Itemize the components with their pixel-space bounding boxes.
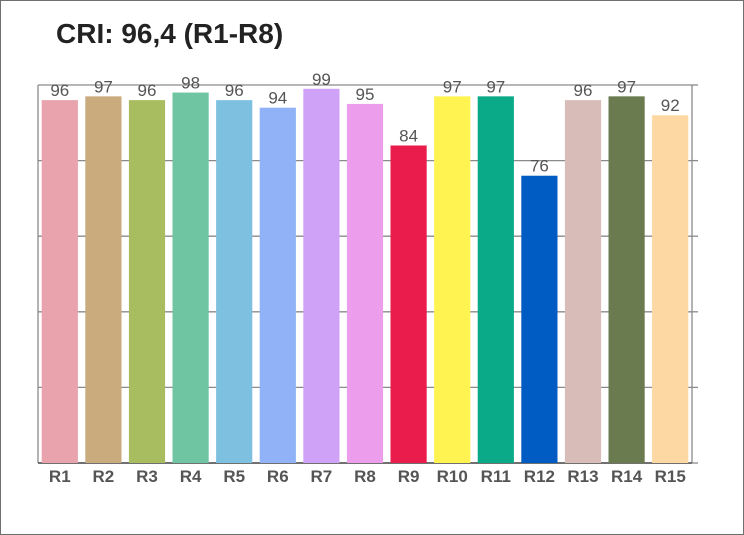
x-tick-label-r11: R11 bbox=[481, 467, 511, 486]
bar-r1 bbox=[41, 100, 78, 464]
x-tick-label-r10: R10 bbox=[437, 467, 468, 486]
bar-r10 bbox=[434, 96, 471, 463]
bar-r9 bbox=[390, 145, 427, 464]
x-tick-label-r12: R12 bbox=[524, 467, 555, 486]
data-label-r12: 76 bbox=[530, 157, 549, 176]
bar-r8 bbox=[346, 103, 384, 464]
data-label-r14: 97 bbox=[617, 77, 636, 96]
bar-r5 bbox=[216, 100, 253, 464]
x-tick-label-r7: R7 bbox=[311, 467, 333, 486]
data-label-r7: 99 bbox=[312, 70, 331, 89]
bar-r2 bbox=[85, 96, 122, 463]
x-tick-label-r2: R2 bbox=[93, 467, 115, 486]
x-tick-label-r3: R3 bbox=[136, 467, 158, 486]
data-label-r13: 96 bbox=[574, 81, 593, 100]
x-tick-label-r1: R1 bbox=[49, 467, 71, 486]
x-tick-label-r6: R6 bbox=[267, 467, 289, 486]
data-label-r8: 95 bbox=[356, 85, 375, 104]
data-label-r15: 92 bbox=[661, 96, 680, 115]
bar-r4 bbox=[172, 92, 209, 463]
x-tick-label-r15: R15 bbox=[655, 467, 686, 486]
x-tick-label-r5: R5 bbox=[223, 467, 245, 486]
data-label-r3: 96 bbox=[138, 81, 157, 100]
data-label-r9: 84 bbox=[399, 126, 418, 145]
bar-r6 bbox=[259, 107, 296, 464]
data-label-r1: 96 bbox=[50, 81, 69, 100]
data-label-r11: 97 bbox=[486, 77, 505, 96]
bar-r13 bbox=[564, 100, 602, 464]
data-label-r4: 98 bbox=[181, 74, 200, 93]
bar-r11 bbox=[477, 96, 514, 463]
x-tick-label-r13: R13 bbox=[567, 467, 598, 486]
data-label-r5: 96 bbox=[225, 81, 244, 100]
data-label-r6: 94 bbox=[268, 89, 287, 108]
chart-title: CRI: 96,4 (R1-R8) bbox=[56, 18, 284, 49]
bar-r12 bbox=[521, 175, 558, 463]
data-label-r2: 97 bbox=[94, 77, 113, 96]
x-tick-label-r8: R8 bbox=[354, 467, 376, 486]
bar-r14 bbox=[608, 96, 645, 463]
bar-r15 bbox=[652, 115, 689, 464]
bar-r7 bbox=[303, 88, 340, 463]
data-label-r10: 97 bbox=[443, 77, 462, 96]
bar-r3 bbox=[128, 100, 166, 464]
x-tick-label-r9: R9 bbox=[398, 467, 420, 486]
x-tick-label-r4: R4 bbox=[180, 467, 202, 486]
x-tick-label-r14: R14 bbox=[611, 467, 643, 486]
